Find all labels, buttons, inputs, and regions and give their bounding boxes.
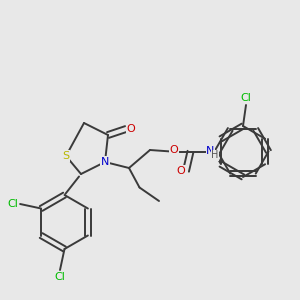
Text: Cl: Cl (7, 199, 18, 209)
Text: O: O (126, 124, 135, 134)
Text: Cl: Cl (55, 272, 65, 283)
Text: N: N (206, 146, 214, 156)
Text: Cl: Cl (241, 92, 251, 103)
Text: H: H (212, 150, 219, 160)
Text: O: O (169, 145, 178, 155)
Text: N: N (101, 157, 109, 167)
Text: S: S (62, 151, 70, 161)
Text: O: O (176, 166, 185, 176)
